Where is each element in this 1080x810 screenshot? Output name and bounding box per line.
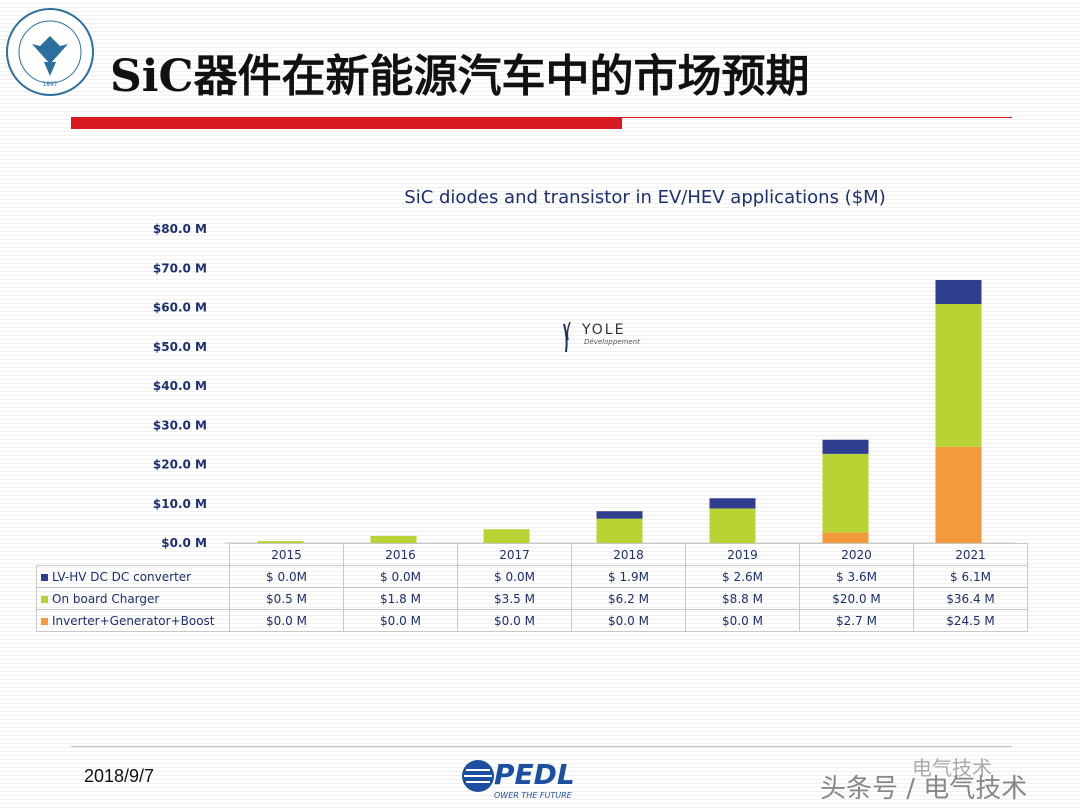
table-cell: $3.5 M: [457, 587, 572, 610]
bar-segment: [709, 498, 756, 509]
table-cell: $ 0.0M: [343, 565, 458, 588]
table-cell: $0.0 M: [457, 609, 572, 632]
legend-swatch-inverter: [41, 617, 48, 625]
table-cell: $ 3.6M: [799, 565, 914, 588]
slide-date: 2018/9/7: [84, 766, 155, 786]
y-tick-label: $0.0 M: [161, 536, 207, 550]
y-tick-label: $80.0 M: [153, 222, 207, 236]
table-cell: $ 2.6M: [685, 565, 800, 588]
year-header: 2015: [229, 543, 344, 566]
table-cell: $2.7 M: [799, 609, 914, 632]
table-cell: $ 1.9M: [571, 565, 686, 588]
legend-label: Inverter+Generator+Boost: [52, 613, 215, 628]
slide-title: SiC器件在新能源汽车中的市场预期: [110, 51, 810, 102]
yole-logo-subtext: Développement: [584, 338, 640, 346]
pedl-logo: PEDL OWER THE FUTURE: [462, 758, 575, 800]
year-header: 2018: [571, 543, 686, 566]
year-header: 2019: [685, 543, 800, 566]
table-cell: $24.5 M: [913, 609, 1028, 632]
legend-dcdc: LV-HV DC DC converter: [36, 565, 230, 588]
table-cell: $ 6.1M: [913, 565, 1028, 588]
pedl-logo-tagline: OWER THE FUTURE: [494, 791, 573, 800]
y-tick-label: $20.0 M: [153, 458, 207, 472]
table-cell: $8.8 M: [685, 587, 800, 610]
table-cell: $0.0 M: [343, 609, 458, 632]
y-tick-label: $70.0 M: [153, 261, 207, 275]
legend-charger: On board Charger: [36, 587, 230, 610]
year-header: 2016: [343, 543, 458, 566]
year-header: 2021: [913, 543, 1028, 566]
bar-segment: [822, 453, 869, 533]
table-cell: $0.5 M: [229, 587, 344, 610]
pedl-logo-text: PEDL: [494, 758, 575, 791]
table-cell: $0.0 M: [571, 609, 686, 632]
y-tick-label: $40.0 M: [153, 379, 207, 393]
legend-inverter: Inverter+Generator+Boost: [36, 609, 230, 632]
table-cell: $0.0 M: [229, 609, 344, 632]
table-cell: $ 0.0M: [457, 565, 572, 588]
year-header: 2017: [457, 543, 572, 566]
table-cell: $20.0 M: [799, 587, 914, 610]
bar-segment: [596, 511, 643, 519]
table-header-row: 2015 2016 2017 2018 2019 2020 2021: [37, 543, 1028, 566]
data-table: 2015 2016 2017 2018 2019 2020 2021 LV-HV…: [36, 543, 1028, 632]
y-tick-label: $10.0 M: [153, 497, 207, 511]
bar-segment: [822, 532, 869, 543]
table-cell: $1.8 M: [343, 587, 458, 610]
bar-segment: [483, 529, 530, 543]
footer-divider: [71, 746, 1012, 747]
table-cell: $6.2 M: [571, 587, 686, 610]
year-header: 2020: [799, 543, 914, 566]
bar-segment: [709, 508, 756, 543]
table-row-inverter: Inverter+Generator+Boost $0.0 M $0.0 M $…: [36, 609, 1028, 632]
table-cell: $0.0 M: [685, 609, 800, 632]
y-tick-label: $60.0 M: [153, 301, 207, 315]
chart-title: SiC diodes and transistor in EV/HEV appl…: [404, 187, 886, 208]
legend-swatch-dcdc: [41, 573, 48, 581]
bar-segment: [935, 446, 982, 543]
y-tick-label: $50.0 M: [153, 340, 207, 354]
table-row-dcdc: LV-HV DC DC converter $ 0.0M $ 0.0M $ 0.…: [36, 565, 1028, 588]
legend-swatch-charger: [41, 595, 48, 603]
title-divider-bar: [71, 117, 622, 129]
table-cell: $36.4 M: [913, 587, 1028, 610]
yole-logo-mark: [563, 321, 571, 353]
table-cell: $ 0.0M: [229, 565, 344, 588]
legend-label: On board Charger: [52, 591, 160, 606]
bar-segment: [596, 518, 643, 543]
bar-segment: [822, 439, 869, 454]
bar-segment: [935, 280, 982, 304]
watermark-small: 电气技术: [912, 756, 992, 780]
bar-segment: [370, 535, 417, 543]
y-tick-label: $30.0 M: [153, 418, 207, 432]
bar-segment: [935, 303, 982, 447]
watermark-large: 头条号 / 电气技术: [820, 774, 1028, 804]
zhejiang-university-logo: 1897: [6, 8, 94, 96]
legend-label: LV-HV DC DC converter: [52, 569, 192, 584]
university-logo-year: 1897: [42, 81, 57, 88]
bar-segment: [257, 541, 304, 543]
yole-logo-text: YOLE: [582, 322, 626, 338]
table-row-charger: On board Charger $0.5 M $1.8 M $3.5 M $6…: [36, 587, 1028, 610]
